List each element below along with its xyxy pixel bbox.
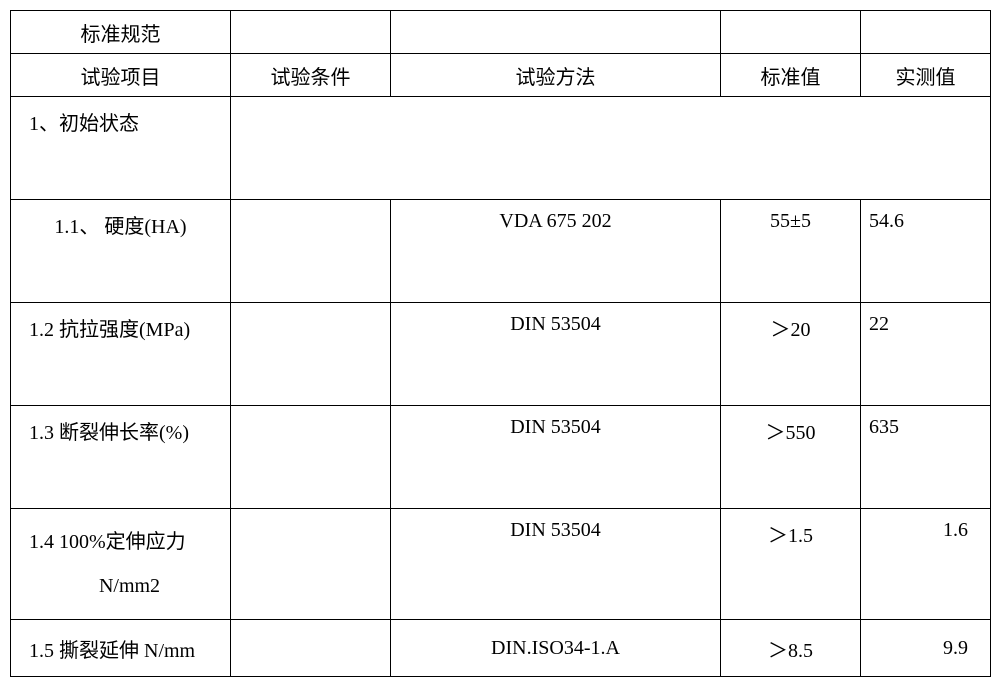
cell-measured: 22 bbox=[861, 303, 991, 406]
hdr2-c1: 试验项目 bbox=[11, 54, 231, 97]
header-row-1: 标准规范 bbox=[11, 11, 991, 54]
table-row: 1.2 抗拉强度(MPa) DIN 53504 ＞20 22 bbox=[11, 303, 991, 406]
hdr2-c5: 实测值 bbox=[861, 54, 991, 97]
hdr1-c5 bbox=[861, 11, 991, 54]
cell-item: 1.4 100%定伸应力 N/mm2 bbox=[11, 509, 231, 620]
header-row-2: 试验项目 试验条件 试验方法 标准值 实测值 bbox=[11, 54, 991, 97]
table-row: 1.4 100%定伸应力 N/mm2 DIN 53504 ＞1.5 1.6 bbox=[11, 509, 991, 620]
cell-method: VDA 675 202 bbox=[391, 200, 721, 303]
cell-condition bbox=[231, 509, 391, 620]
hdr2-c3: 试验方法 bbox=[391, 54, 721, 97]
section-blank bbox=[231, 97, 991, 200]
cell-standard: ＞550 bbox=[721, 406, 861, 509]
cell-condition bbox=[231, 620, 391, 677]
hdr2-c2: 试验条件 bbox=[231, 54, 391, 97]
spec-table: 标准规范 试验项目 试验条件 试验方法 标准值 实测值 1、初始状态 1.1、 … bbox=[10, 10, 991, 677]
cell-standard: 55±5 bbox=[721, 200, 861, 303]
table-row: 1.5 撕裂延伸 N/mm DIN.ISO34-1.A ＞8.5 9.9 bbox=[11, 620, 991, 677]
cell-method: DIN 53504 bbox=[391, 509, 721, 620]
section-label: 1、初始状态 bbox=[11, 97, 231, 200]
cell-standard: ＞20 bbox=[721, 303, 861, 406]
cell-measured: 54.6 bbox=[861, 200, 991, 303]
cell-item-line2: N/mm2 bbox=[99, 564, 160, 608]
cell-method: DIN 53504 bbox=[391, 406, 721, 509]
cell-item: 1.5 撕裂延伸 N/mm bbox=[11, 620, 231, 677]
cell-item: 1.2 抗拉强度(MPa) bbox=[11, 303, 231, 406]
hdr1-c4 bbox=[721, 11, 861, 54]
cell-item: 1.3 断裂伸长率(%) bbox=[11, 406, 231, 509]
cell-condition bbox=[231, 303, 391, 406]
cell-standard: ＞8.5 bbox=[721, 620, 861, 677]
cell-item: 1.1、 硬度(HA) bbox=[11, 200, 231, 303]
section-row: 1、初始状态 bbox=[11, 97, 991, 200]
cell-standard: ＞1.5 bbox=[721, 509, 861, 620]
cell-item-line1: 1.4 100%定伸应力 bbox=[29, 520, 186, 564]
cell-measured: 1.6 bbox=[861, 509, 991, 620]
hdr2-c4: 标准值 bbox=[721, 54, 861, 97]
table-row: 1.3 断裂伸长率(%) DIN 53504 ＞550 635 bbox=[11, 406, 991, 509]
cell-method: DIN 53504 bbox=[391, 303, 721, 406]
hdr1-c1: 标准规范 bbox=[11, 11, 231, 54]
hdr1-c3 bbox=[391, 11, 721, 54]
hdr1-c2 bbox=[231, 11, 391, 54]
cell-measured: 635 bbox=[861, 406, 991, 509]
cell-condition bbox=[231, 406, 391, 509]
table-row: 1.1、 硬度(HA) VDA 675 202 55±5 54.6 bbox=[11, 200, 991, 303]
cell-condition bbox=[231, 200, 391, 303]
cell-measured: 9.9 bbox=[861, 620, 991, 677]
cell-method: DIN.ISO34-1.A bbox=[391, 620, 721, 677]
